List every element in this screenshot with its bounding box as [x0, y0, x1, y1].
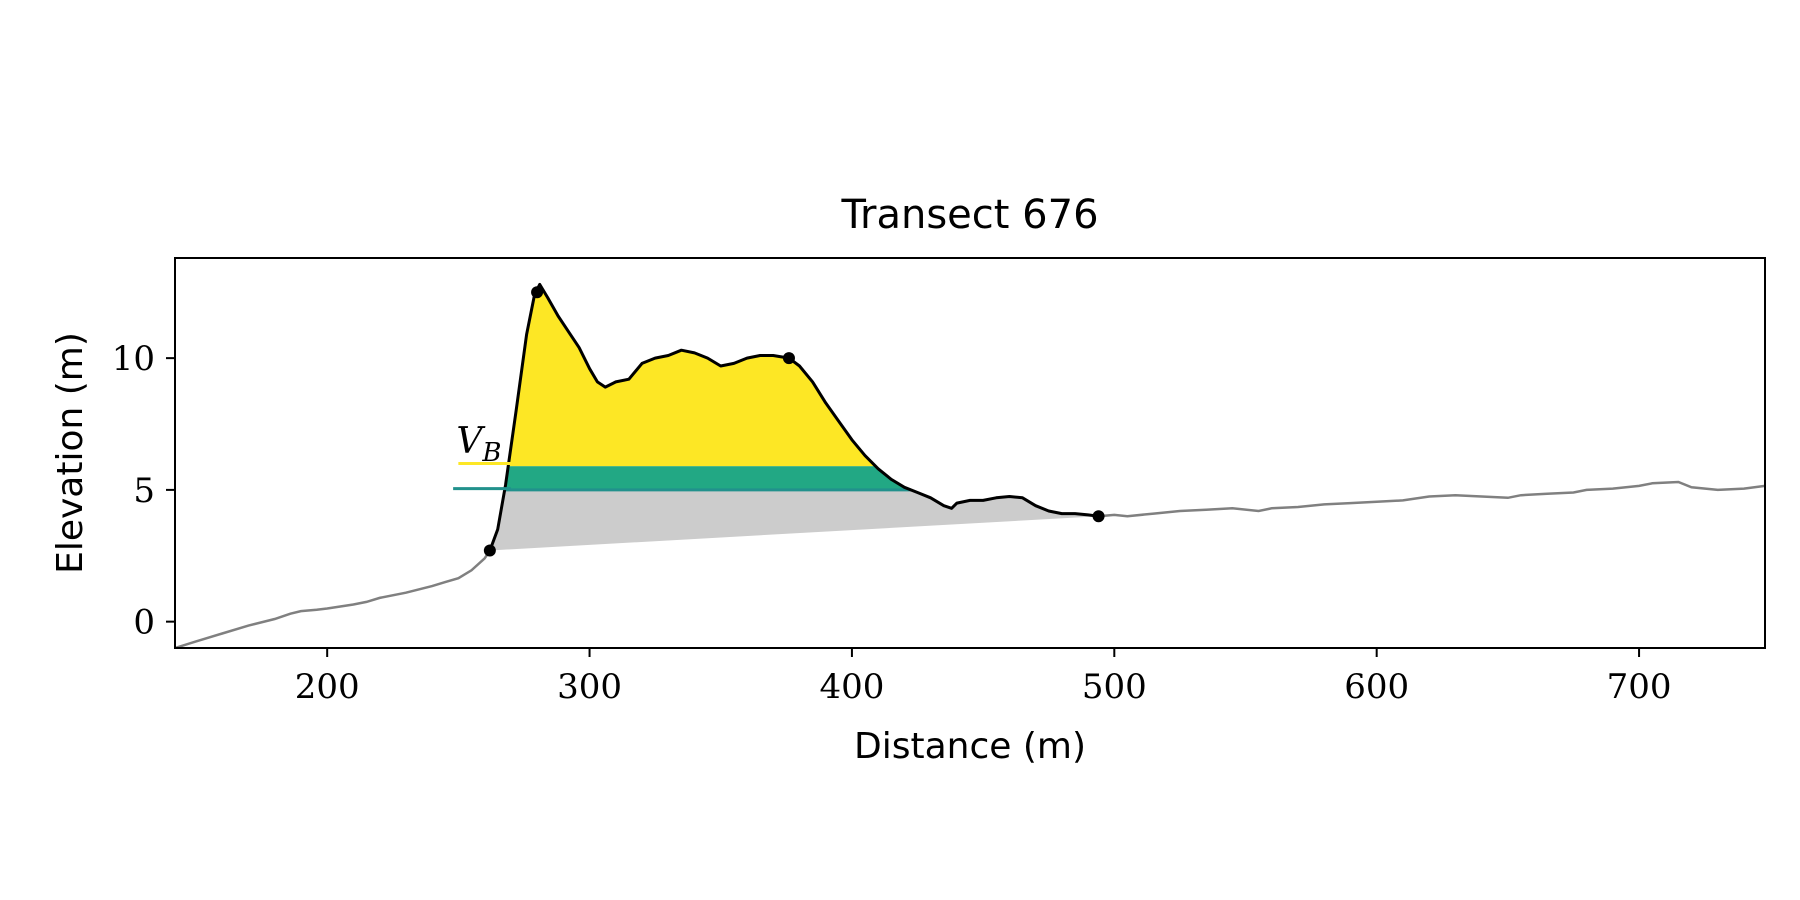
vb-annotation-main: V: [456, 421, 486, 462]
upper-volume-fill: [508, 284, 876, 467]
x-tick-label-200: 200: [295, 667, 360, 707]
axes-frame: [174, 257, 1766, 649]
x-tick-label-500: 500: [1082, 667, 1147, 707]
key-point-2: [782, 352, 795, 365]
x-tick-label-300: 300: [557, 667, 622, 707]
vb-annotation-subscript: B: [481, 438, 501, 468]
chart-title: Transect 676: [840, 192, 1098, 238]
y-tick-label-5: 5: [133, 471, 155, 511]
x-tick-label-600: 600: [1344, 667, 1409, 707]
marker-layer: [453, 286, 1105, 557]
key-point-0: [483, 544, 496, 557]
profile-line-right: [1098, 480, 1765, 518]
fill-layer: [489, 284, 1099, 551]
y-tick-label-10: 10: [112, 339, 155, 379]
y-tick-label-0: 0: [133, 603, 155, 643]
key-point-1: [531, 286, 544, 299]
line-layer: [175, 282, 1765, 648]
y-axis-label: Elevation (m): [50, 332, 91, 574]
x-tick-label-400: 400: [819, 667, 884, 707]
profile-line-left: [175, 549, 491, 648]
lower-volume-fill: [489, 489, 1099, 551]
key-point-3: [1092, 510, 1105, 523]
vb-annotation: VB: [456, 421, 501, 468]
x-axis-label: Distance (m): [854, 726, 1086, 767]
tick-layer: 200 300 400 500 600 700 0 5 10: [112, 339, 1672, 707]
middle-volume-fill: [504, 466, 911, 490]
x-tick-label-700: 700: [1607, 667, 1672, 707]
dune-line: [488, 282, 1099, 552]
